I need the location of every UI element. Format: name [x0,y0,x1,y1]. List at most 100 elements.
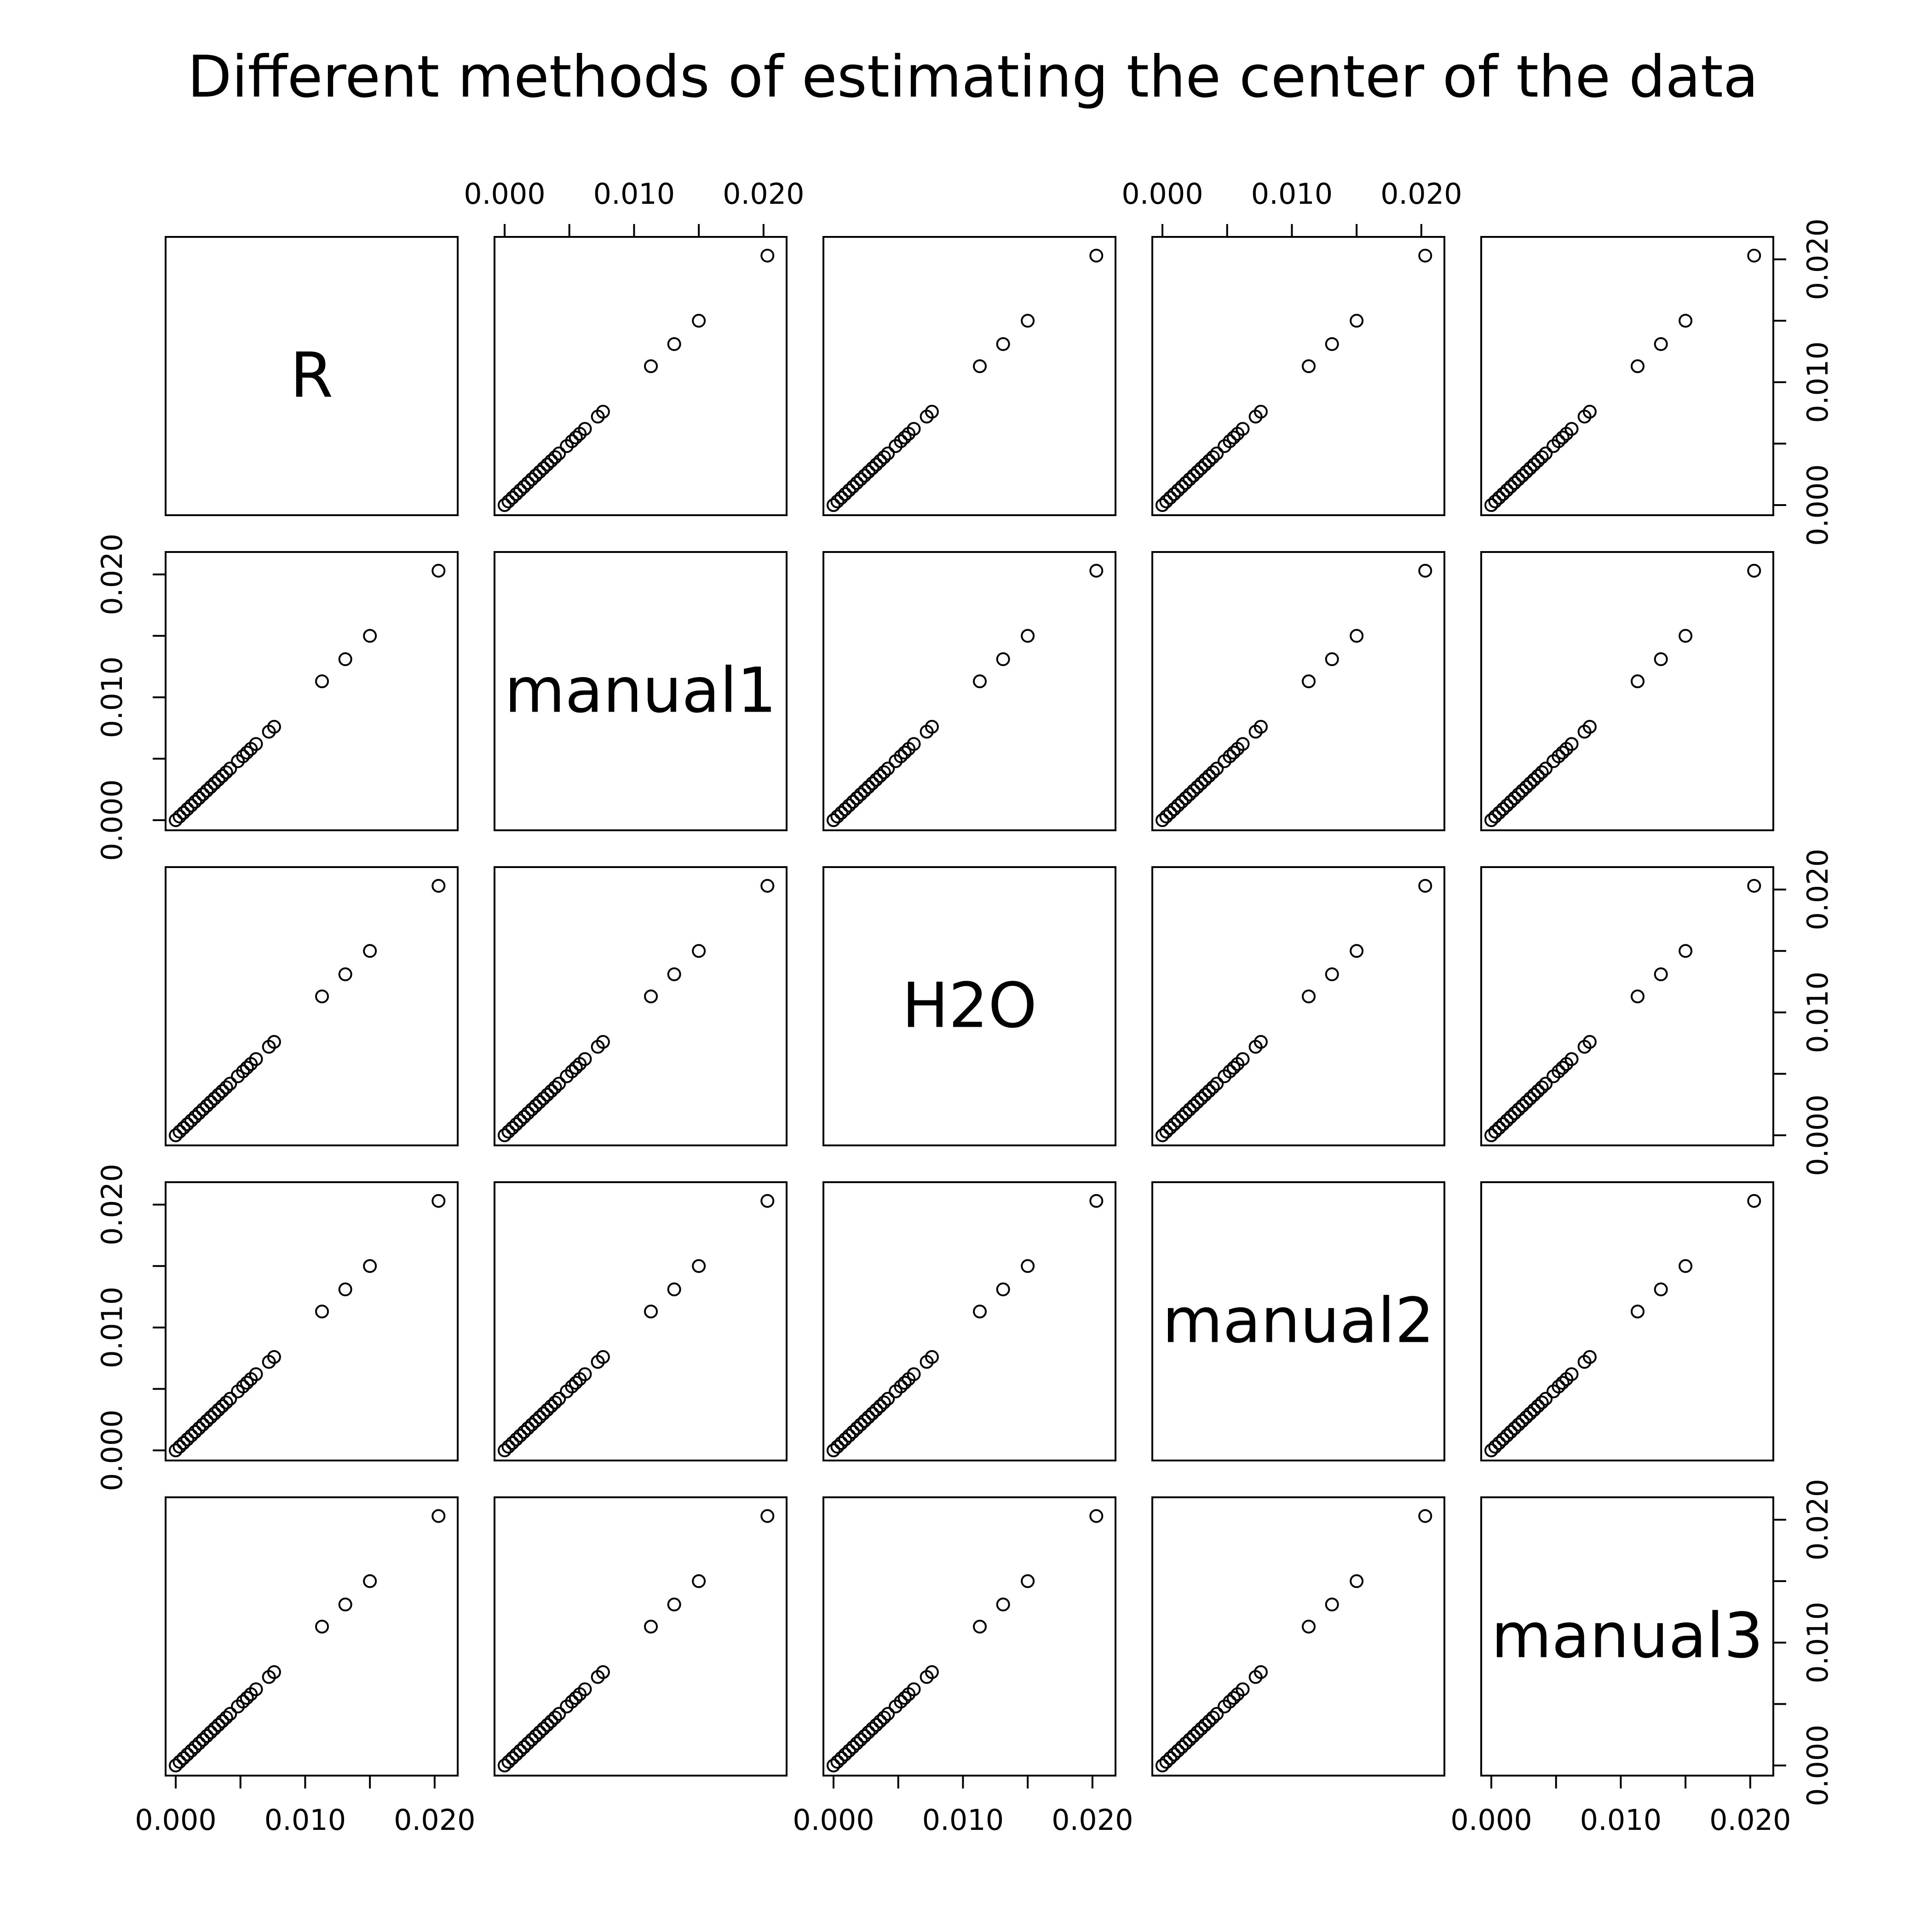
data-point [565,434,579,448]
data-point [1535,1080,1549,1094]
data-point [188,1110,202,1124]
data-point [1186,1098,1201,1113]
data-point [846,1425,860,1439]
y-axis-left: 0.000 0.010 0.020 [95,1164,167,1491]
data-point [1515,783,1530,798]
data-point [1488,809,1502,823]
data-point [1183,472,1197,486]
data-point [517,1110,531,1124]
data-point [200,1098,214,1113]
data-point [1171,798,1185,812]
data-point [881,1392,895,1406]
data-point [501,494,516,508]
panel-R-vs-manual1 [494,236,788,516]
data-point [850,476,864,490]
data-point [692,1259,706,1273]
data-point [1504,1425,1518,1439]
data-point [200,1414,214,1428]
data-point [509,487,523,501]
panel-manual3-vs-manual1 [494,1496,788,1777]
data-point [667,1598,681,1612]
data-point [838,1747,852,1761]
diagonal-label-manual2: manual2 [1162,1285,1434,1357]
data-point [544,1084,558,1098]
data-point [854,1732,868,1747]
data-point [1488,1124,1502,1138]
data-point [1021,314,1035,328]
data-point [192,1421,206,1435]
panel-frame [822,1181,1116,1461]
data-point [1418,1509,1432,1523]
data-point [925,1665,939,1679]
data-point [176,1436,190,1450]
data-point [1210,761,1224,776]
data-point [830,494,845,508]
data-point [834,1751,848,1765]
data-point [865,776,880,790]
data-point [894,749,908,764]
data-point [363,629,377,643]
data-point [861,780,875,794]
data-point [315,1620,329,1634]
data-point [842,483,856,497]
data-point [249,737,263,751]
data-point [1226,431,1241,445]
data-point [1163,490,1177,505]
data-point [1679,629,1693,643]
panel-H2O-vs-manual1 [494,866,788,1146]
data-point [565,1695,579,1709]
data-point [501,1754,516,1769]
data-point [180,1117,195,1131]
data-point [897,746,912,760]
data-point [1186,468,1201,483]
data-point [925,719,939,734]
data-point [1171,1113,1185,1127]
data-point [1535,765,1549,779]
data-point [907,737,921,751]
panel-frame [1151,1496,1445,1777]
data-point [1504,1110,1518,1124]
data-point [1021,1259,1035,1273]
data-point [211,1403,225,1417]
data-point [1198,457,1212,472]
data-point [1089,564,1104,578]
data-point [1021,1574,1035,1588]
data-point [172,1439,187,1454]
data-point [169,1443,183,1457]
data-point [1519,1095,1533,1109]
data-point [1500,1113,1514,1127]
tick-label: 0.000 [1801,1094,1834,1176]
panel-manual2-vs-H2O [822,1181,1116,1461]
panel-frame [494,866,788,1146]
data-point [169,1128,183,1142]
tick-label: 0.020 [95,1164,129,1246]
tick-label: 0.010 [264,1803,346,1837]
data-point [1747,248,1761,263]
panel-manual2-vs-manual2: manual2 [1151,1181,1445,1461]
data-point [869,772,883,787]
data-point [196,787,210,801]
panel-manual3-vs-manual3: manual3 [1480,1496,1774,1777]
data-point [521,1106,535,1120]
data-point [548,1710,562,1725]
diagonal-label-manual1: manual1 [505,655,776,727]
tick-label: 0.000 [1450,1803,1532,1837]
data-point [1210,1707,1224,1721]
data-point [1302,674,1316,689]
data-point [1523,1406,1537,1420]
data-point [1350,944,1364,958]
data-point [1171,483,1185,497]
panel-frame [165,551,459,831]
data-point [540,1403,554,1417]
data-point [1163,1751,1177,1765]
data-point [544,454,558,468]
tick-label: 0.010 [1580,1803,1662,1837]
data-point [513,1743,527,1758]
data-point [842,1743,856,1758]
data-point [249,1052,263,1066]
panel-manual3-vs-R [165,1496,459,1777]
data-point [338,1598,352,1612]
data-point [894,1380,908,1394]
data-point [1183,787,1197,801]
panel-R-vs-manual3 [1480,236,1774,516]
